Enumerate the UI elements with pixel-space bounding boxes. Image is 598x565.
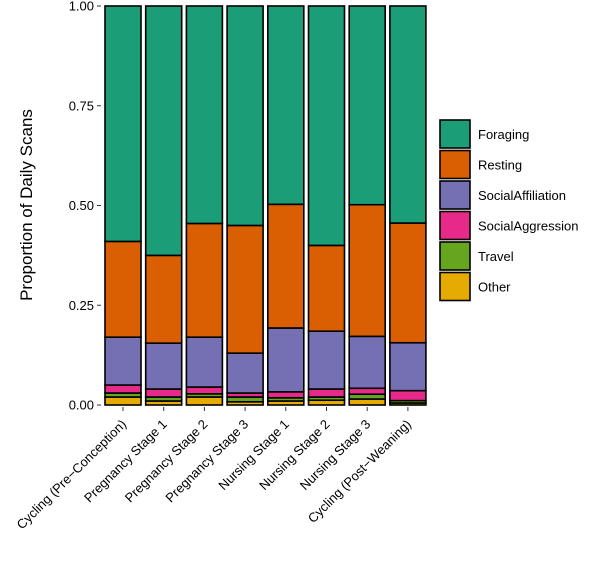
bar-segment-socialaffiliation (185, 336, 224, 388)
bar-segment-foraging (348, 5, 387, 206)
bar-segment-socialaffiliation (226, 352, 264, 394)
legend-swatch-foraging (439, 119, 471, 149)
x-tick-label: Nursing Stage 2 (256, 417, 333, 494)
bar-segment-socialaffiliation (104, 336, 142, 386)
bar-segment-foraging (266, 5, 305, 206)
bar-segment-resting (104, 240, 142, 338)
bars-group (104, 5, 427, 411)
bar-segment-resting (226, 224, 264, 354)
bar-segment-resting (307, 244, 346, 332)
bar-segment-socialaggression (389, 389, 427, 402)
x-axis-ticks: Cycling (Pre−Conception)Pregnancy Stage … (14, 417, 415, 533)
legend-label: SocialAggression (478, 219, 578, 234)
bar-segment-foraging (104, 5, 142, 243)
bar-segment-other (185, 396, 224, 406)
bar-segment-socialaffiliation (389, 341, 427, 392)
bar-segment-resting (266, 203, 305, 329)
legend-label: Resting (478, 158, 522, 173)
bar-segment-socialaffiliation (348, 335, 387, 390)
y-tick-label: 0.50 (69, 198, 94, 213)
legend-label: SocialAffiliation (478, 188, 566, 203)
y-axis: 0.00 0.25 0.50 0.75 1.00 (69, 0, 101, 413)
bar-segment-foraging (389, 5, 427, 224)
bar-segment-socialaffiliation (144, 342, 183, 390)
legend-label: Foraging (478, 127, 529, 142)
bar-segment-resting (389, 222, 427, 344)
bar-segment-socialaffiliation (266, 327, 305, 393)
y-axis-label: Proportion of Daily Scans (17, 109, 36, 301)
bar-segment-socialaggression (185, 386, 224, 395)
legend-swatch-resting (439, 149, 471, 180)
bar-segment-foraging (226, 5, 264, 227)
x-tick-label: Nursing Stage 3 (297, 417, 374, 494)
bar-segment-resting (144, 254, 183, 344)
legend-label: Other (478, 280, 511, 295)
bar-segment-other (348, 398, 387, 406)
bar-segment-foraging (185, 5, 224, 225)
bar-segment-resting (348, 203, 387, 338)
bar-segment-other (104, 396, 142, 406)
y-tick-label: 0.25 (69, 298, 94, 313)
y-tick-label: 0.75 (69, 98, 94, 113)
legend-swatch-other (439, 271, 471, 302)
y-tick-label: 0.00 (69, 398, 94, 413)
legend: Foraging Resting SocialAffiliation SocialAg… (439, 119, 578, 302)
legend-swatch-socialaffiliation (439, 180, 471, 210)
bar-segment-socialaggression (348, 387, 387, 396)
bar-segment-foraging (144, 5, 183, 257)
bar-segment-socialaggression (104, 384, 142, 394)
bar-segment-socialaggression (266, 391, 305, 399)
bar-segment-socialaggression (307, 388, 346, 398)
legend-swatch-socialaggression (439, 210, 471, 241)
bar-segment-socialaffiliation (307, 330, 346, 390)
y-tick-label: 1.00 (69, 0, 94, 14)
bar-segment-resting (185, 222, 224, 338)
x-tick-label: Nursing Stage 1 (215, 417, 292, 494)
bar-segment-socialaggression (144, 388, 183, 398)
legend-swatch-travel (439, 241, 471, 271)
bar-segment-foraging (307, 5, 346, 247)
legend-label: Travel (478, 249, 514, 264)
